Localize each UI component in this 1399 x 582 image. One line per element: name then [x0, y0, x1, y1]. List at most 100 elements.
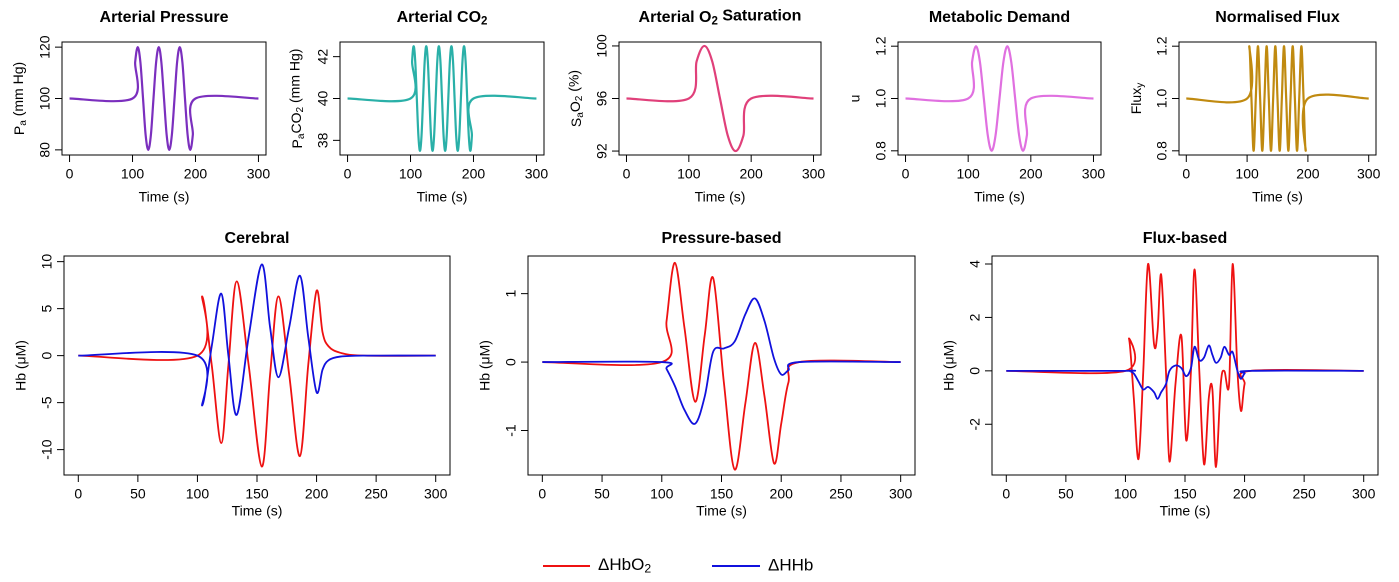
- x-tick-label: 300: [1082, 166, 1106, 182]
- x-tick-label: 300: [525, 166, 549, 182]
- x-tick-label: 100: [650, 486, 674, 502]
- y-tick-label: 96: [594, 91, 610, 107]
- x-tick-label: 50: [130, 486, 146, 502]
- y-tick-label: 1.2: [873, 36, 889, 56]
- text-part: Arterial CO: [397, 9, 481, 26]
- x-tick-label: 0: [74, 486, 82, 502]
- plot-frame: [991, 255, 1379, 476]
- text-part: (mm Hg): [10, 62, 26, 120]
- y-axis-label: Hb (μM): [13, 340, 29, 391]
- chart-title: Pressure-based: [661, 230, 781, 247]
- y-tick-label: 0.8: [1154, 141, 1170, 161]
- y-tick-label: 80: [37, 142, 53, 158]
- y-tick-label: 100: [594, 34, 610, 58]
- y-tick-label: 0.8: [873, 141, 889, 161]
- x-tick-label: 250: [364, 486, 388, 502]
- data-line: [69, 46, 259, 151]
- y-tick-label: 4: [967, 260, 983, 268]
- chart-title: Arterial Pressure: [100, 9, 229, 26]
- x-tick-label: 100: [121, 166, 145, 182]
- x-tick-label: 200: [1296, 166, 1320, 182]
- x-tick-label: 150: [1173, 486, 1197, 502]
- y-tick-label: 120: [37, 35, 53, 59]
- legend-label: ΔHbO2: [598, 555, 651, 575]
- text-part: Flux: [1128, 88, 1144, 114]
- x-tick-label: 200: [305, 486, 329, 502]
- x-tick-label: 300: [889, 486, 913, 502]
- x-tick-label: 50: [1058, 486, 1074, 502]
- chart-title: Flux-based: [1143, 230, 1227, 247]
- x-axis-label: Time (s): [1160, 503, 1211, 519]
- y-tick-label: 1: [503, 290, 519, 298]
- x-tick-label: 100: [1114, 486, 1138, 502]
- x-tick-label: 0: [1002, 486, 1010, 502]
- y-tick-label: 5: [39, 305, 55, 313]
- y-tick-label: 10: [39, 254, 55, 270]
- chart-panel: Cerebral 0 50 100 150 200 250 300 -10 -5 0 5 10 Time …: [13, 230, 451, 519]
- y-tick-label: 92: [594, 143, 610, 159]
- chart-panel: Flux-based 0 50 100 150 200 250 300 -2 0 2 4 Time (s…: [941, 230, 1379, 519]
- y-axis-label: Hb (μM): [477, 340, 493, 391]
- data-line: [1006, 263, 1364, 468]
- text-part: 2: [481, 16, 487, 28]
- x-axis-label: Time (s): [417, 189, 468, 205]
- text-part: ΔHbO: [598, 555, 644, 574]
- x-tick-label: 100: [186, 486, 210, 502]
- y-tick-label: 2: [967, 313, 983, 321]
- chart-panel: Normalised Flux 0 100 200 300 0.8 1.0 1.2 Time (…: [1128, 9, 1381, 204]
- x-tick-label: 200: [770, 486, 794, 502]
- text-part: a: [575, 112, 586, 118]
- x-tick-label: 0: [344, 166, 352, 182]
- text-part: 2: [644, 562, 651, 576]
- x-tick-label: 50: [594, 486, 610, 502]
- data-line: [1186, 45, 1369, 152]
- x-tick-label: 200: [184, 166, 208, 182]
- text-part: 2: [295, 106, 306, 112]
- data-line: [78, 280, 436, 468]
- data-line: [905, 45, 1094, 152]
- chart-title: Arterial CO2: [397, 9, 488, 27]
- x-tick-label: 0: [902, 166, 910, 182]
- text-part: P: [289, 139, 305, 148]
- text-part: (mm Hg): [286, 49, 302, 107]
- chart-title: Normalised Flux: [1215, 9, 1340, 26]
- x-tick-label: 250: [1292, 486, 1316, 502]
- x-tick-label: 300: [247, 166, 271, 182]
- x-tick-label: 200: [1233, 486, 1257, 502]
- x-tick-label: 0: [623, 166, 631, 182]
- text-part: (%): [565, 70, 581, 96]
- x-tick-label: 200: [462, 166, 486, 182]
- x-tick-label: 150: [710, 486, 734, 502]
- y-tick-label: 42: [315, 49, 331, 65]
- y-tick-label: 0: [967, 367, 983, 375]
- x-tick-label: 200: [739, 166, 763, 182]
- x-axis-label: Time (s): [974, 189, 1025, 205]
- x-axis-label: Time (s): [695, 189, 746, 205]
- x-tick-label: 0: [66, 166, 74, 182]
- y-tick-label: -2: [967, 418, 983, 431]
- data-line: [78, 263, 436, 416]
- x-tick-label: 300: [424, 486, 448, 502]
- y-tick-label: 100: [37, 87, 53, 111]
- data-line: [542, 261, 901, 471]
- y-tick-label: 1.0: [1154, 89, 1170, 109]
- text-part: Arterial O: [639, 9, 712, 26]
- text-part: CO: [288, 112, 304, 133]
- data-line: [542, 297, 901, 425]
- text-part: 2: [711, 16, 717, 28]
- y-tick-label: 1.2: [1154, 36, 1170, 56]
- data-line: [347, 45, 537, 152]
- text-part: a: [18, 120, 29, 126]
- x-tick-label: 300: [1357, 166, 1381, 182]
- y-tick-label: -10: [39, 439, 55, 459]
- x-tick-label: 100: [1235, 166, 1259, 182]
- data-line: [1006, 344, 1364, 400]
- chart-title: Metabolic Demand: [929, 9, 1070, 26]
- text-part: 2: [574, 95, 585, 101]
- data-line: [626, 44, 814, 153]
- chart-panel: Metabolic Demand 0 100 200 300 0.8 1.0 1.2 Time …: [847, 9, 1106, 204]
- chart-panel: Pressure-based 0 50 100 150 200 250 300 -1 0 1 Time…: [477, 230, 916, 519]
- x-tick-label: 300: [802, 166, 826, 182]
